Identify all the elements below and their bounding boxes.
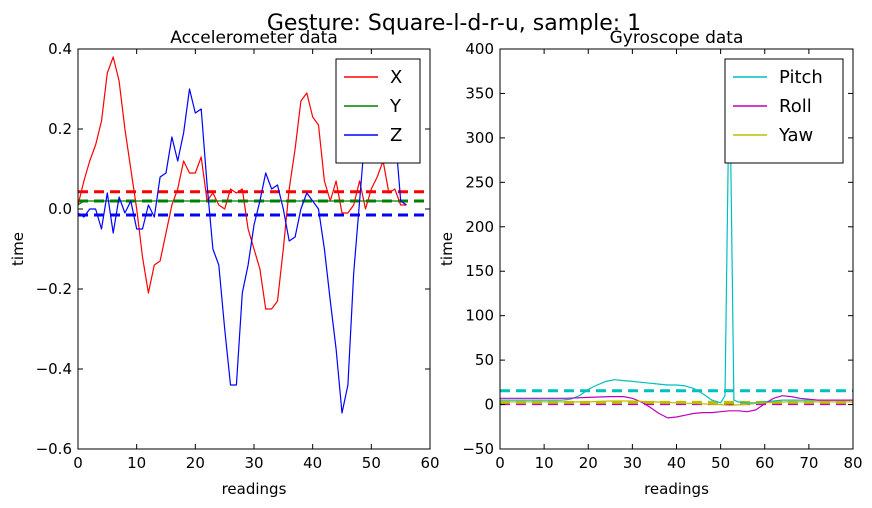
y-tick-label: 350: [465, 84, 494, 102]
y-tick-label: −0.4: [36, 360, 72, 378]
x-tick-label: 80: [843, 454, 862, 472]
figure-title: Gesture: Square-l-d-r-u, sample: 1: [267, 11, 641, 36]
x-tick-label: 30: [623, 454, 642, 472]
accelerometer-chart: 0 10 20 30 40 50 60 −0.6 −0.4 −0.2 0.0 0.2 0.4 Accele…: [9, 28, 440, 498]
x-tick-label: 20: [579, 454, 598, 472]
x-axis-label: readings: [644, 480, 709, 498]
x-tick-label: 20: [186, 454, 205, 472]
x-tick-label: 10: [127, 454, 146, 472]
legend: Pitch Roll Yaw: [724, 58, 844, 164]
series-line-yaw: [500, 400, 853, 406]
y-tick-label: −0.6: [36, 440, 72, 458]
x-tick-label: 0: [73, 454, 83, 472]
y-tick-label: 200: [465, 218, 494, 236]
series-line-x: [78, 56, 407, 310]
plot-area: [78, 56, 430, 414]
x-tick-label: 60: [755, 454, 774, 472]
y-tick-label: 150: [465, 262, 494, 280]
y-tick-label: −0.2: [36, 280, 72, 298]
x-tick-label: 30: [244, 454, 263, 472]
legend-label-z: Z: [390, 125, 402, 146]
series-line-pitch: [500, 61, 853, 404]
y-tick-label: 0: [484, 396, 494, 414]
series-line-z: [78, 88, 407, 414]
y-tick-label: 400: [465, 40, 494, 58]
y-tick-label: −50: [462, 440, 494, 458]
chart-title: Accelerometer data: [170, 28, 338, 48]
legend-label-pitch: Pitch: [779, 67, 823, 88]
chart-title: Gyroscope data: [610, 28, 744, 48]
y-tick-label: 0.2: [48, 120, 72, 138]
legend-box: [335, 58, 421, 164]
y-axis-label: time: [438, 232, 456, 266]
y-tick-label: 250: [465, 173, 494, 191]
legend: XYZ: [335, 58, 421, 164]
legend-label-yaw: Yaw: [778, 125, 813, 146]
x-tick-label: 10: [535, 454, 554, 472]
x-tick-label: 40: [667, 454, 686, 472]
series-line-y: [78, 200, 407, 206]
x-tick-label: 50: [362, 454, 381, 472]
y-tick-label: 300: [465, 129, 494, 147]
y-tick-label: 50: [475, 351, 494, 369]
gyroscope-chart: 0 10 20 30 40 50 60 70 80−5005010015020025030035…: [438, 28, 863, 498]
x-axis-label: readings: [222, 480, 287, 498]
legend-label-y: Y: [389, 96, 402, 117]
y-tick-label: 100: [465, 307, 494, 325]
legend-label-roll: Roll: [779, 96, 812, 117]
x-tick-label: 40: [303, 454, 322, 472]
legend-label-x: X: [390, 67, 402, 88]
x-tick-label: 70: [799, 454, 818, 472]
x-tick-label: 50: [711, 454, 730, 472]
x-tick-label: 0: [495, 454, 505, 472]
series-line-roll: [500, 395, 853, 419]
y-tick-label: 0.4: [48, 40, 72, 58]
y-axis-label: time: [9, 232, 27, 266]
y-tick-label: 0.0: [48, 200, 72, 218]
x-tick-label: 60: [420, 454, 439, 472]
plot-area: [500, 61, 853, 419]
